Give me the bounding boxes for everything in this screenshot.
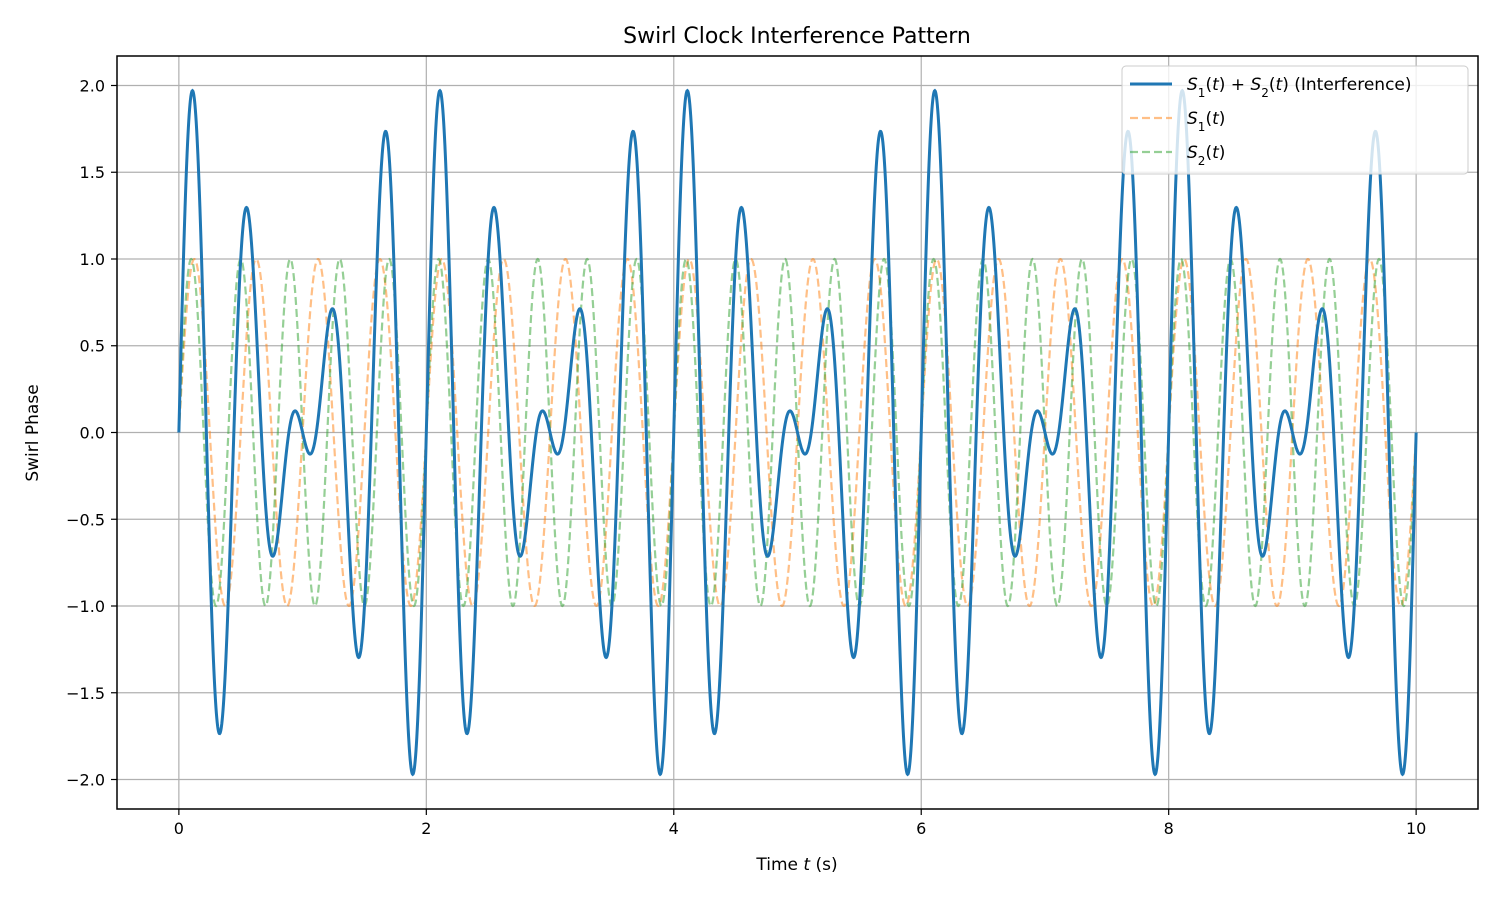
legend-paren: (: [1205, 109, 1212, 129]
y-tick-label: −2.0: [66, 771, 105, 790]
legend-symbol: S: [1187, 109, 1198, 129]
y-tick-label: −1.0: [66, 597, 105, 616]
series-layer: [177, 88, 1418, 777]
legend-paren: (: [1205, 75, 1212, 95]
legend-subscript: 1: [1198, 86, 1206, 100]
x-tick-label: 0: [174, 819, 184, 838]
y-tick-label: 1.5: [80, 163, 105, 182]
legend-label: S1(t) + S2(t) (Interference): [1187, 75, 1412, 100]
y-tick-label: 0.0: [80, 424, 105, 443]
legend-paren: (: [1205, 143, 1212, 163]
y-ticks: 2.0 1.5 1.0 0.5 0.0 −0.5 −1.0 −1.5 −2.0: [66, 76, 117, 790]
legend-label: S2(t): [1187, 143, 1225, 168]
legend-subscript: 2: [1198, 154, 1206, 168]
legend-var: t: [1212, 109, 1220, 129]
x-tick-label: 10: [1406, 819, 1426, 838]
chart-title: Swirl Clock Interference Pattern: [623, 24, 971, 49]
legend-symbol: S: [1250, 75, 1261, 95]
y-tick-label: −1.5: [66, 684, 105, 703]
legend-subscript: 1: [1198, 120, 1206, 134]
x-axis-label-pre: Time: [755, 855, 803, 875]
series-line-interference: [177, 88, 1418, 777]
legend-var: t: [1212, 75, 1220, 95]
legend-paren: ): [1282, 75, 1289, 95]
legend-var: t: [1276, 75, 1284, 95]
y-tick-label: 1.0: [80, 250, 105, 269]
legend-paren: ): [1219, 143, 1226, 163]
x-tick-label: 8: [1164, 819, 1174, 838]
x-ticks: 0 2 4 6 8 10: [174, 809, 1426, 838]
x-tick-label: 2: [421, 819, 431, 838]
legend: S1(t) + S2(t) (Interference)S1(t)S2(t): [1121, 65, 1469, 175]
legend-symbol: S: [1187, 143, 1198, 163]
legend-label: S1(t): [1187, 109, 1225, 134]
y-axis-label: Swirl Phase: [23, 384, 43, 481]
legend-paren: ): [1219, 109, 1226, 129]
legend-symbol: S: [1187, 75, 1198, 95]
x-tick-label: 4: [669, 819, 679, 838]
legend-var: t: [1212, 143, 1220, 163]
legend-text-part: (Interference): [1289, 75, 1412, 95]
legend-subscript: 2: [1261, 86, 1269, 100]
y-tick-label: 2.0: [80, 76, 105, 95]
legend-text-part: +: [1225, 75, 1250, 95]
y-tick-label: 0.5: [80, 337, 105, 356]
x-tick-label: 6: [916, 819, 926, 838]
y-tick-label: −0.5: [66, 510, 105, 529]
legend-box: [1121, 65, 1469, 175]
x-axis-label-post: (s): [810, 855, 838, 875]
x-axis-label-var: t: [803, 855, 811, 875]
legend-paren: ): [1219, 75, 1226, 95]
x-axis-label: Time t (s): [755, 855, 837, 875]
legend-paren: (: [1269, 75, 1276, 95]
